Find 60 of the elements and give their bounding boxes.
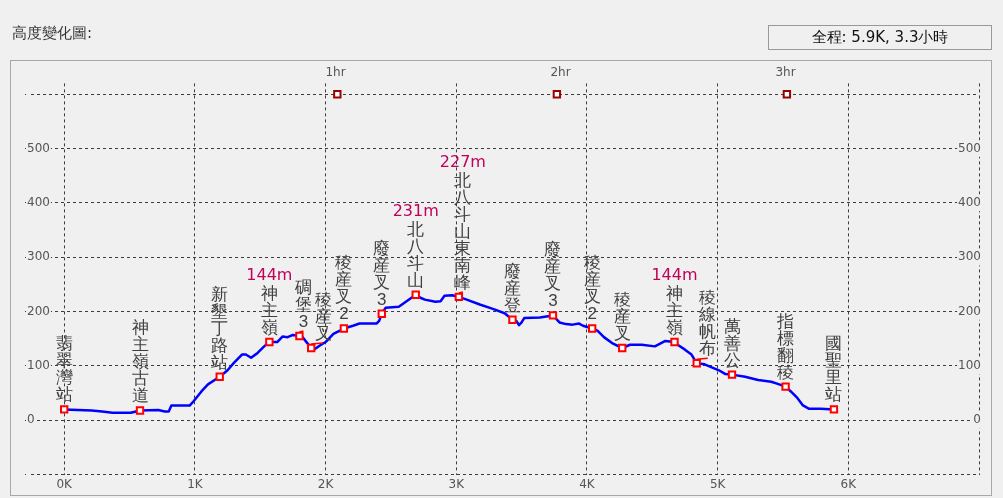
y2-tick-label: 0 <box>973 412 981 427</box>
data-label: 稜線帆布 <box>699 288 717 359</box>
data-label: 廢産登 <box>503 261 521 315</box>
data-label: 廢産叉3 <box>373 238 391 309</box>
point <box>60 405 69 414</box>
point <box>333 90 342 99</box>
point <box>692 359 701 368</box>
data-label: 稜産叉2 <box>335 253 353 324</box>
y2-tick-label: 100 <box>958 358 981 373</box>
point <box>548 311 558 320</box>
point <box>727 370 737 379</box>
chart-title: 高度變化圖: <box>12 24 93 43</box>
data-label: 144m 神主嶺 <box>651 265 698 338</box>
point <box>587 324 597 333</box>
data-label: 144m 神主嶺 <box>246 265 293 338</box>
point <box>377 309 386 318</box>
y2-tick-label: 300 <box>958 249 981 264</box>
point <box>454 292 464 302</box>
x-tick-label: 0K <box>56 476 74 491</box>
x-tick-label: 6K <box>840 476 858 491</box>
point <box>339 324 349 333</box>
y-tick-label: 500 <box>27 140 50 155</box>
point <box>670 337 679 347</box>
point <box>135 406 145 415</box>
point <box>781 382 790 391</box>
point <box>552 90 562 99</box>
data-label: 指標翻稜 <box>777 311 795 382</box>
point <box>295 331 304 341</box>
y-tick-label: 100 <box>27 358 50 373</box>
point <box>307 343 316 353</box>
point <box>829 405 839 414</box>
y-tick-label: 300 <box>27 249 50 264</box>
x-tick-label: 4K <box>579 476 596 491</box>
point <box>265 337 274 347</box>
point <box>215 372 224 381</box>
data-label: 廢産叉3 <box>544 240 562 311</box>
data-label: 新墾丁路站 <box>211 284 229 372</box>
data-label: 翡翠灣站 <box>55 334 73 405</box>
x2-tick-label: 1hr <box>325 65 346 80</box>
point <box>782 90 792 99</box>
y2-tick-label: 500 <box>958 140 981 155</box>
point <box>411 290 420 299</box>
y-tick-label: 0 <box>27 412 35 427</box>
x2-tick-label: 2hr <box>550 65 571 80</box>
x-tick-label: 3K <box>448 476 466 491</box>
x2-tick-label: 3hr <box>775 65 796 80</box>
y-tick-label: 400 <box>27 195 50 210</box>
data-label: 國聖里站 <box>825 334 843 405</box>
y-tick-label: 200 <box>27 303 50 318</box>
chart-subtitle: 全程: 5.9K, 3.3小時 <box>768 25 992 50</box>
data-label: 萬善公 <box>723 316 741 370</box>
data-label: 稜産叉 <box>613 290 631 343</box>
point <box>618 343 627 353</box>
x-tick-label: 1K <box>187 476 204 491</box>
y2-tick-label: 400 <box>958 195 981 210</box>
data-label: 231m 北八斗山 <box>392 200 439 290</box>
y2-tick-label: 200 <box>958 303 981 318</box>
point <box>508 315 517 324</box>
x-tick-label: 2K <box>317 476 335 491</box>
x-tick-label: 5K <box>709 476 727 491</box>
